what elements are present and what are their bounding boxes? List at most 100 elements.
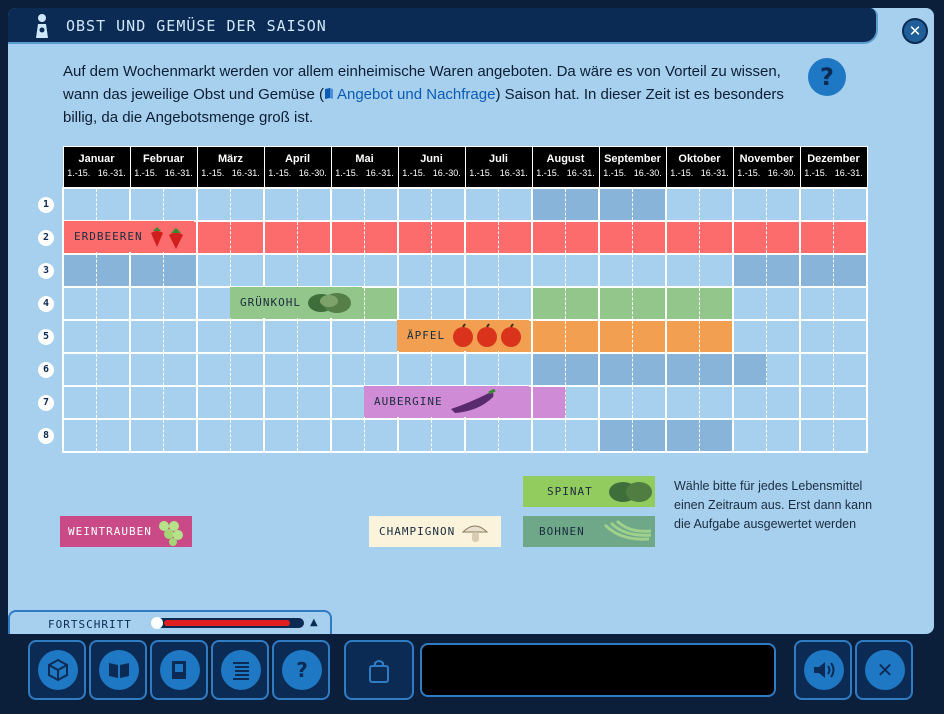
calendar-cell[interactable] [263, 418, 298, 453]
calendar-cell[interactable] [498, 220, 533, 255]
calendar-cell[interactable] [263, 220, 298, 255]
calendar-cell[interactable] [431, 418, 466, 453]
calendar-cell[interactable] [230, 187, 265, 222]
calendar-cell[interactable] [330, 220, 365, 255]
calendar-cell[interactable] [297, 187, 332, 222]
calendar-cell[interactable] [196, 286, 231, 321]
chip-aubergine[interactable]: AUBERGINE [364, 386, 529, 417]
calendar-cell[interactable] [598, 352, 633, 387]
calendar-cell[interactable] [699, 286, 734, 321]
calendar-cell[interactable] [498, 187, 533, 222]
calendar-cell[interactable] [163, 352, 198, 387]
calendar-cell[interactable] [766, 352, 801, 387]
calendar-cell[interactable] [230, 418, 265, 453]
calendar-cell[interactable] [565, 385, 600, 420]
calendar-cell[interactable] [498, 253, 533, 288]
calendar-cell[interactable] [799, 418, 834, 453]
calendar-cell[interactable] [431, 187, 466, 222]
calendar-cell[interactable] [263, 352, 298, 387]
calendar-cell[interactable] [598, 286, 633, 321]
calendar-cell[interactable] [632, 352, 667, 387]
calendar-cell[interactable] [464, 220, 499, 255]
calendar-cell[interactable] [665, 418, 700, 453]
calendar-cell[interactable] [732, 352, 767, 387]
calendar-cell[interactable] [665, 352, 700, 387]
help-button[interactable]: ? [808, 58, 846, 96]
calendar-cell[interactable] [431, 352, 466, 387]
inventory-slot[interactable] [344, 640, 414, 700]
calendar-cell[interactable] [799, 220, 834, 255]
calendar-cell[interactable] [330, 385, 365, 420]
calendar-cell[interactable] [297, 418, 332, 453]
calendar-cell[interactable] [833, 253, 868, 288]
chip-aepfel[interactable]: ÄPFEL [397, 320, 529, 351]
calendar-cell[interactable] [129, 418, 164, 453]
calendar-cell[interactable] [263, 187, 298, 222]
calendar-cell[interactable] [833, 352, 868, 387]
calendar-cell[interactable] [565, 220, 600, 255]
calendar-cell[interactable] [196, 253, 231, 288]
calendar-cell[interactable] [799, 253, 834, 288]
calendar-cell[interactable] [531, 418, 566, 453]
calendar-cell[interactable] [129, 385, 164, 420]
calendar-cell[interactable] [364, 286, 399, 321]
calendar-cell[interactable] [632, 319, 667, 354]
calendar-cell[interactable] [364, 187, 399, 222]
calendar-cell[interactable] [62, 319, 97, 354]
collapse-arrow-icon[interactable]: ▲ [310, 617, 318, 628]
chip-weintrauben[interactable]: WEINTRAUBEN [60, 516, 192, 547]
calendar-cell[interactable] [732, 220, 767, 255]
calendar-cell[interactable] [62, 352, 97, 387]
calendar-cell[interactable] [632, 220, 667, 255]
calendar-cell[interactable] [632, 253, 667, 288]
calendar-cell[interactable] [431, 253, 466, 288]
calendar-cell[interactable] [196, 352, 231, 387]
calendar-cell[interactable] [230, 319, 265, 354]
calendar-cell[interactable] [565, 187, 600, 222]
calendar-cell[interactable] [531, 220, 566, 255]
calendar-cell[interactable] [364, 253, 399, 288]
calendar-cell[interactable] [330, 352, 365, 387]
calendar-cell[interactable] [699, 187, 734, 222]
calendar-cell[interactable] [196, 385, 231, 420]
tool-audio[interactable] [794, 640, 852, 700]
tool-home[interactable] [28, 640, 86, 700]
calendar-cell[interactable] [665, 187, 700, 222]
calendar-cell[interactable] [330, 418, 365, 453]
calendar-cell[interactable] [364, 418, 399, 453]
calendar-cell[interactable] [330, 253, 365, 288]
calendar-cell[interactable] [565, 352, 600, 387]
calendar-cell[interactable] [766, 253, 801, 288]
calendar-cell[interactable] [699, 385, 734, 420]
tool-glossary[interactable] [150, 640, 208, 700]
calendar-cell[interactable] [431, 286, 466, 321]
calendar-cell[interactable] [632, 187, 667, 222]
calendar-cell[interactable] [163, 418, 198, 453]
calendar-cell[interactable] [632, 286, 667, 321]
calendar-cell[interactable] [163, 253, 198, 288]
calendar-cell[interactable] [263, 385, 298, 420]
tool-help[interactable]: ? [272, 640, 330, 700]
calendar-cell[interactable] [565, 253, 600, 288]
calendar-cell[interactable] [699, 418, 734, 453]
calendar-cell[interactable] [699, 352, 734, 387]
calendar-cell[interactable] [699, 319, 734, 354]
calendar-cell[interactable] [230, 352, 265, 387]
calendar-cell[interactable] [96, 385, 131, 420]
calendar-cell[interactable] [96, 187, 131, 222]
calendar-cell[interactable] [364, 319, 399, 354]
calendar-cell[interactable] [732, 286, 767, 321]
calendar-cell[interactable] [665, 286, 700, 321]
calendar-cell[interactable] [230, 253, 265, 288]
calendar-cell[interactable] [196, 187, 231, 222]
calendar-cell[interactable] [665, 253, 700, 288]
calendar-cell[interactable] [766, 286, 801, 321]
calendar-cell[interactable] [565, 418, 600, 453]
calendar-cell[interactable] [62, 253, 97, 288]
calendar-cell[interactable] [163, 385, 198, 420]
calendar-cell[interactable] [632, 418, 667, 453]
calendar-cell[interactable] [129, 286, 164, 321]
calendar-cell[interactable] [732, 253, 767, 288]
calendar-cell[interactable] [531, 253, 566, 288]
chip-gruenkohl[interactable]: GRÜNKOHL [230, 287, 362, 318]
